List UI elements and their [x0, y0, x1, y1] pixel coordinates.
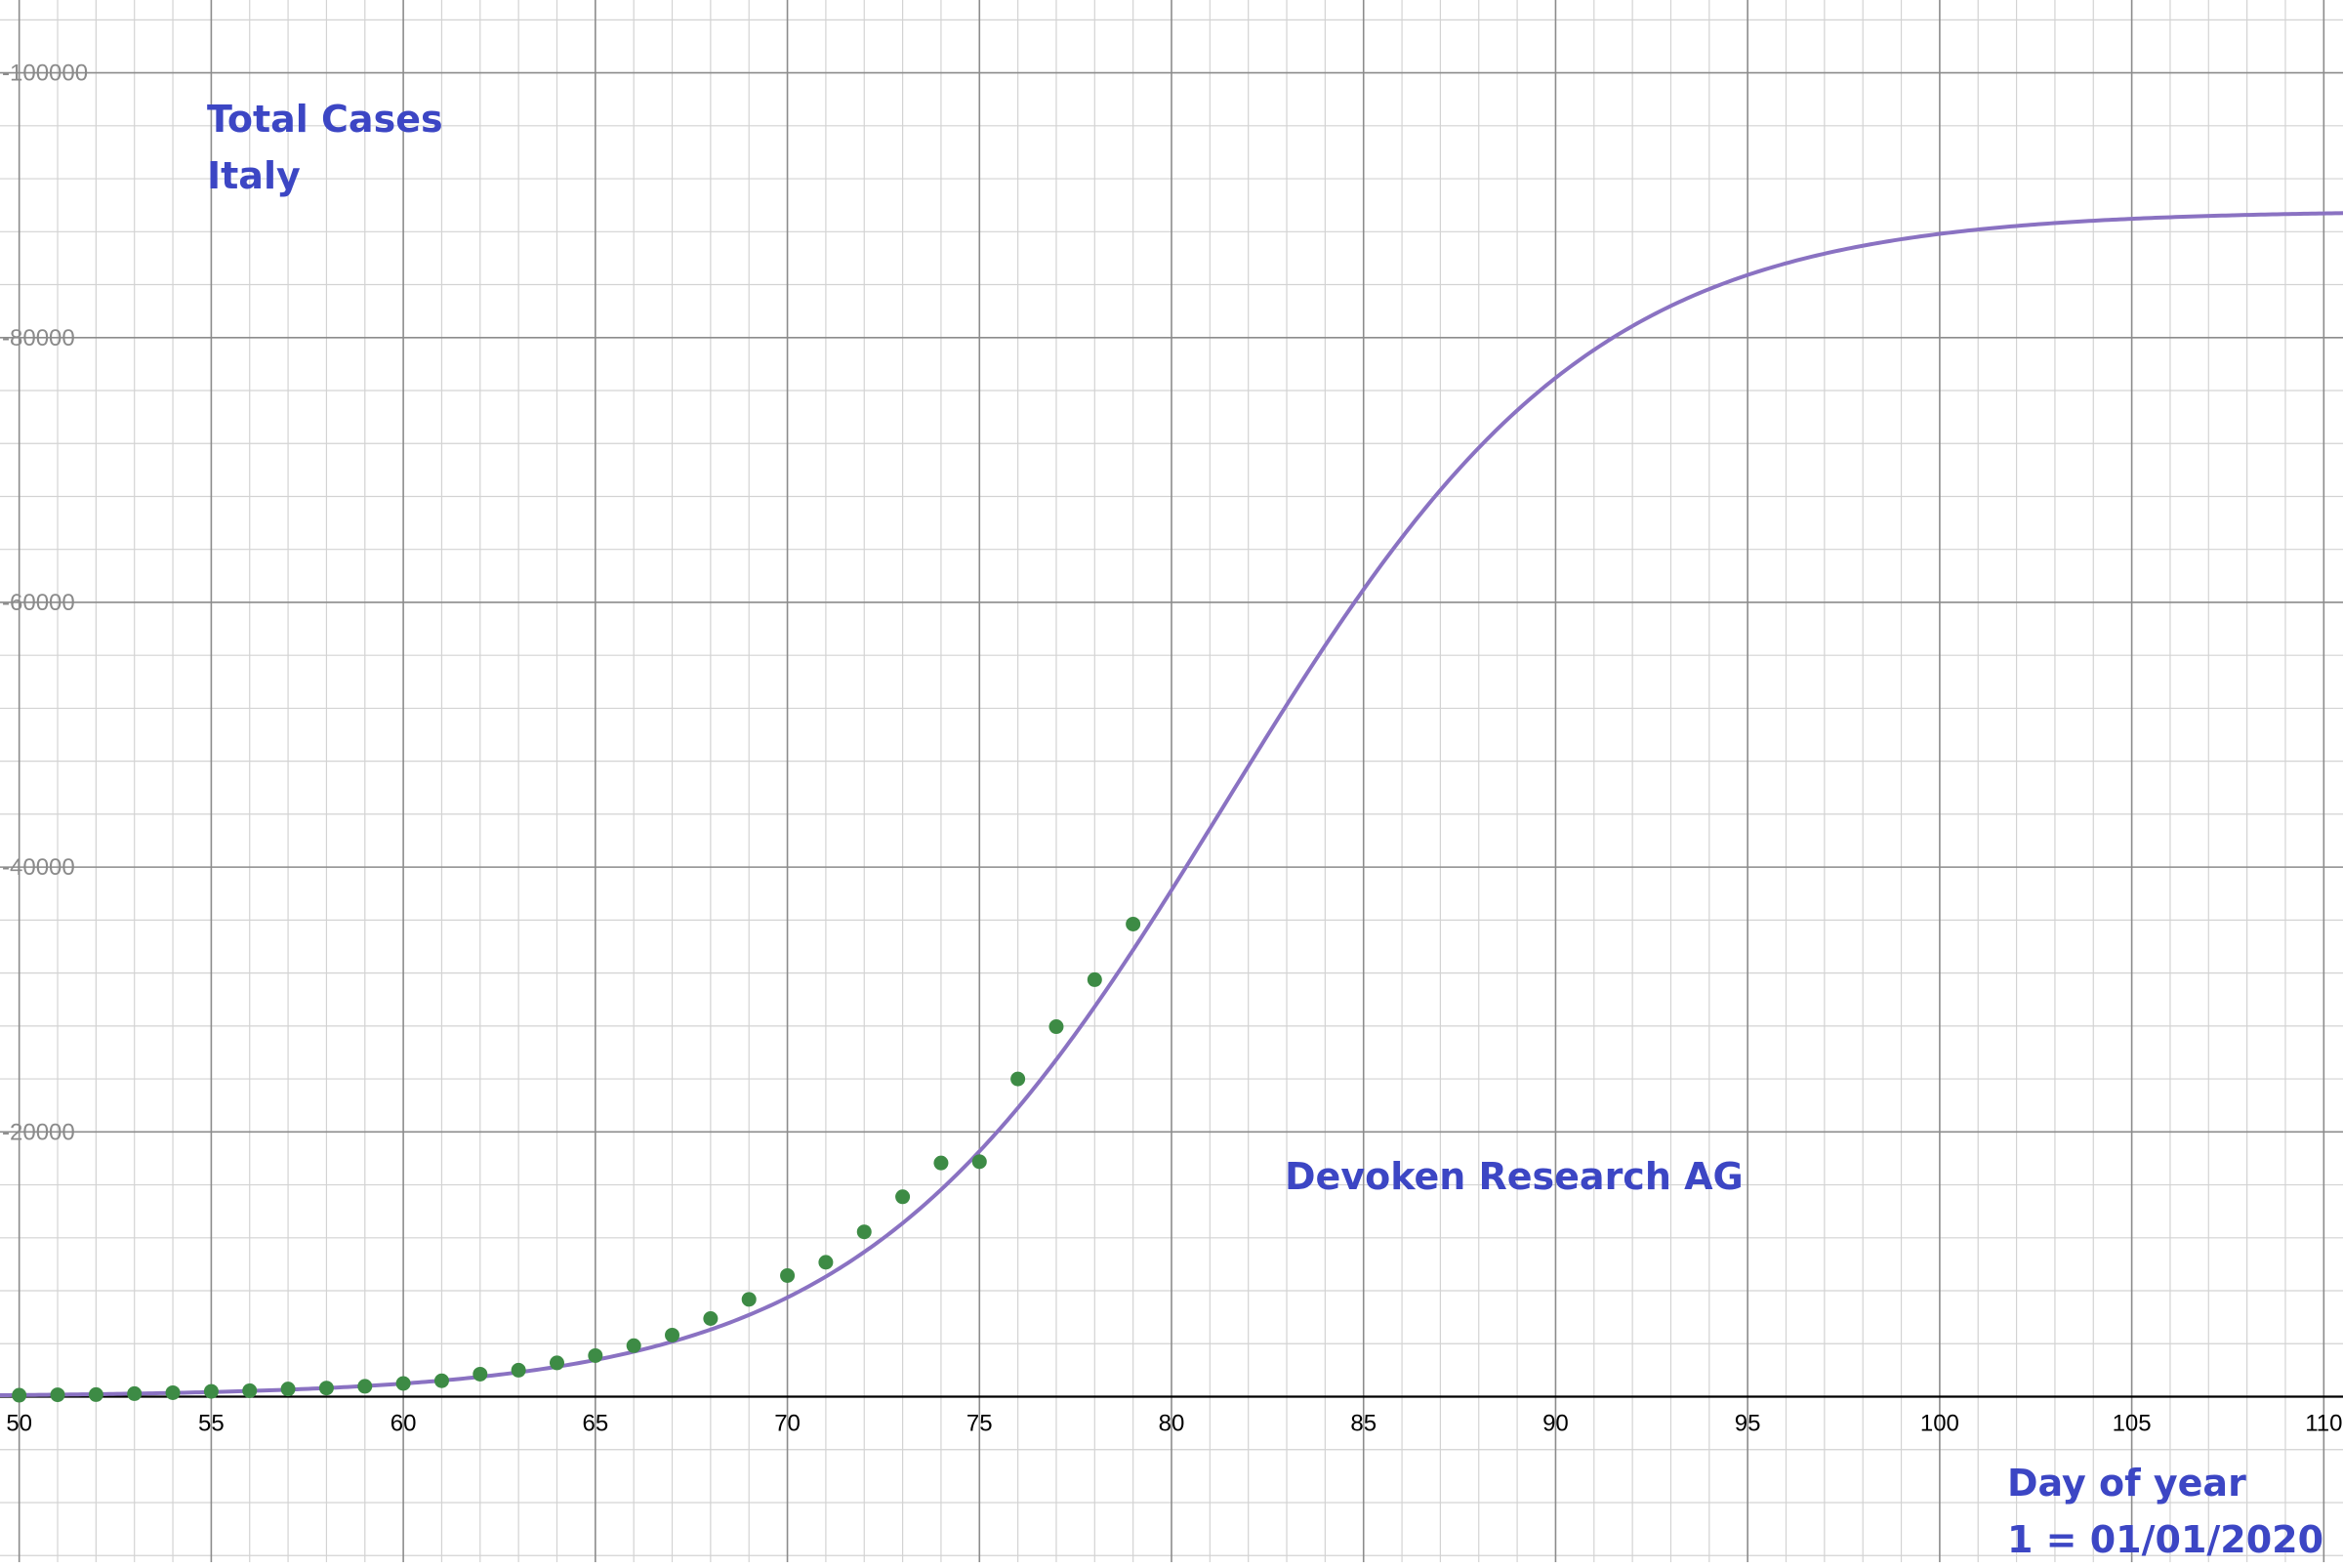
data-point	[318, 1381, 334, 1396]
x-tick-label: 110	[2305, 1411, 2342, 1437]
data-point	[549, 1355, 564, 1371]
data-point	[1010, 1071, 1026, 1087]
data-point	[473, 1366, 488, 1382]
data-point	[50, 1387, 65, 1403]
chart-title-block: Total Cases Italy	[207, 91, 443, 204]
x-tick-label: 100	[1920, 1411, 1959, 1437]
data-point	[665, 1327, 680, 1342]
data-point	[933, 1155, 949, 1171]
data-point	[895, 1189, 911, 1205]
data-point	[12, 1387, 27, 1403]
x-tick-label: 60	[390, 1411, 417, 1437]
chart-subtitle: Italy	[207, 154, 301, 197]
data-point	[88, 1386, 103, 1402]
x-axis-label: Day of year	[2007, 1462, 2246, 1505]
x-tick-label: 50	[6, 1411, 32, 1437]
data-point	[780, 1267, 796, 1283]
data-point	[511, 1362, 526, 1378]
data-point	[165, 1384, 181, 1400]
data-point	[127, 1385, 143, 1401]
data-point	[741, 1292, 757, 1307]
y-tick-label: -100000	[2, 61, 88, 87]
x-tick-labels: 50 55 60 65 70 75 80 85 90 95 100 105 110	[6, 1411, 2342, 1437]
x-axis-label-block: Day of year 1 = 01/01/2020	[2007, 1455, 2323, 1568]
data-point	[395, 1376, 411, 1391]
y-tick-label: -80000	[2, 325, 75, 351]
x-tick-label: 65	[582, 1411, 608, 1437]
fitted-curve-layer	[0, 211, 2343, 1398]
x-tick-label: 90	[1542, 1411, 1569, 1437]
data-point	[280, 1382, 296, 1397]
data-point	[971, 1154, 987, 1170]
data-point	[203, 1383, 219, 1399]
y-tick-label: -60000	[2, 590, 75, 616]
data-point	[242, 1382, 258, 1398]
fitted-curve	[0, 211, 2343, 1398]
x-tick-label: 75	[966, 1411, 993, 1437]
data-point	[856, 1224, 872, 1240]
x-tick-label: 95	[1735, 1411, 1761, 1437]
x-tick-label: 80	[1159, 1411, 1185, 1437]
data-point	[1087, 971, 1102, 987]
y-tick-label: -40000	[2, 854, 75, 881]
x-tick-label: 70	[774, 1411, 801, 1437]
x-tick-label: 105	[2113, 1411, 2152, 1437]
x-tick-label: 55	[198, 1411, 225, 1437]
y-tick-labels: -20000 -40000 -60000 -80000 -100000	[2, 61, 88, 1146]
data-points-layer	[12, 916, 1141, 1403]
data-point	[1048, 1019, 1064, 1035]
y-tick-label: -20000	[2, 1119, 75, 1145]
credit-annotation: Devoken Research AG	[1285, 1155, 1744, 1198]
chart-title: Total Cases	[207, 98, 443, 141]
data-point	[433, 1373, 449, 1388]
data-point	[1126, 916, 1141, 931]
x-axis-label-note: 1 = 01/01/2020	[2007, 1518, 2324, 1561]
data-point	[626, 1338, 641, 1353]
data-point	[357, 1379, 373, 1394]
x-tick-label: 85	[1350, 1411, 1377, 1437]
data-point	[588, 1347, 603, 1363]
data-point	[818, 1255, 834, 1270]
data-point	[703, 1311, 719, 1327]
